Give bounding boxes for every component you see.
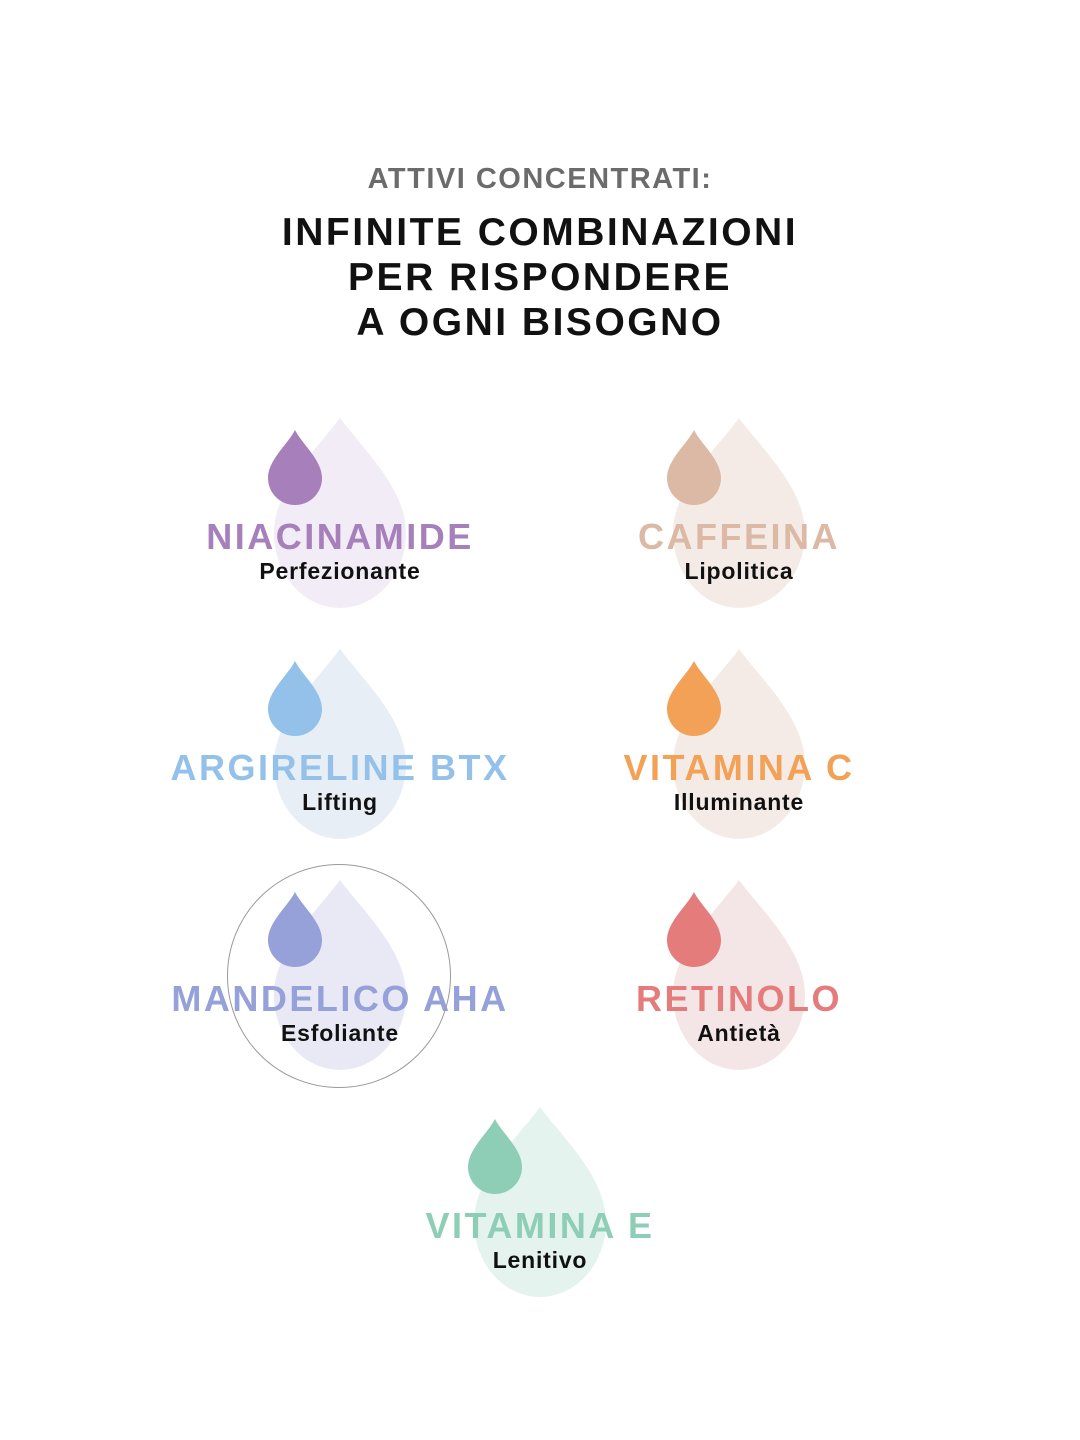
- active-name: VITAMINA C: [623, 747, 855, 788]
- active-name: NIACINAMIDE: [206, 516, 474, 557]
- drop-icon: [268, 880, 406, 1070]
- active-benefit: Lenitivo: [492, 1247, 588, 1273]
- active-argireline: ARGIRELINE BTX Lifting: [130, 649, 550, 879]
- drop-icon: [268, 418, 406, 608]
- active-retinolo: RETINOLO Antietà: [529, 880, 949, 1110]
- active-benefit: Lipolitica: [684, 558, 794, 584]
- active-name: RETINOLO: [636, 978, 842, 1019]
- headline-line: A OGNI BISOGNO: [356, 301, 724, 344]
- active-name: VITAMINA E: [425, 1205, 655, 1246]
- drop-icon: [268, 649, 406, 839]
- active-mandelico: MANDELICO AHA Esfoliante: [130, 880, 550, 1110]
- headline-line: PER RISPONDERE: [348, 256, 732, 299]
- header: ATTIVI CONCENTRATI: INFINITE COMBINAZION…: [0, 160, 1080, 345]
- drop-icon: [667, 880, 805, 1070]
- active-vitamina-c: VITAMINA C Illuminante: [529, 649, 949, 879]
- active-name: ARGIRELINE BTX: [170, 747, 510, 788]
- active-benefit: Lifting: [302, 789, 378, 815]
- active-benefit: Perfezionante: [259, 558, 421, 584]
- active-benefit: Antietà: [697, 1020, 781, 1046]
- kicker: ATTIVI CONCENTRATI:: [367, 163, 713, 195]
- drop-icon: [667, 418, 805, 608]
- drop-icon: [667, 649, 805, 839]
- active-benefit: Illuminante: [673, 789, 805, 815]
- active-name: CAFFEINA: [638, 516, 840, 557]
- active-niacinamide: NIACINAMIDE Perfezionante: [130, 418, 550, 648]
- active-vitamina-e: VITAMINA E Lenitivo: [330, 1107, 750, 1337]
- drop-icon: [468, 1107, 606, 1297]
- headline: INFINITE COMBINAZIONI PER RISPONDERE A O…: [0, 210, 1080, 345]
- active-name: MANDELICO AHA: [171, 978, 509, 1019]
- headline-line: INFINITE COMBINAZIONI: [281, 211, 799, 254]
- active-caffeina: CAFFEINA Lipolitica: [529, 418, 949, 648]
- active-benefit: Esfoliante: [281, 1020, 399, 1046]
